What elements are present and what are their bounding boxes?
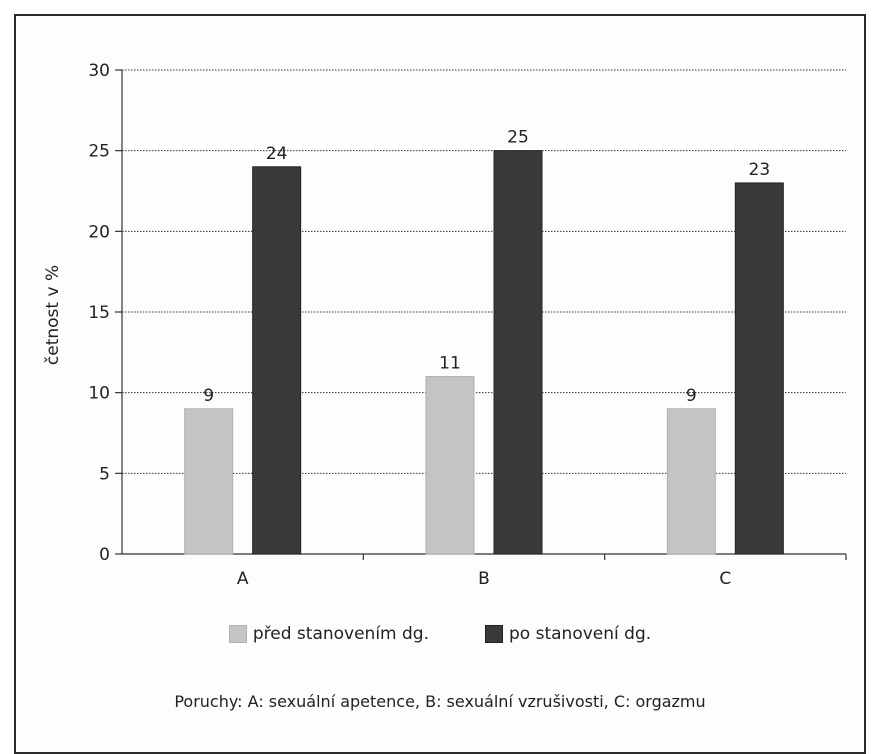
bars: 9 24 11 25 9 23 [184,128,784,555]
data-label-after-B: 25 [507,128,529,148]
data-label-before-C: 9 [686,386,697,406]
y-tick-label: 10 [88,384,110,404]
x-tick-label: A [237,569,249,589]
data-label-before-A: 9 [203,386,214,406]
y-axis: 0 5 10 15 20 25 30 [88,61,123,565]
bar-chart: 0 5 10 15 20 25 30 A B C 9 24 11 25 9 23 četnost v % [43,61,847,589]
legend-item-after: po stanovení dg. [485,624,651,644]
y-tick-label: 15 [88,303,110,323]
legend-swatch-after [485,625,504,643]
bar-after-C [734,182,784,555]
data-label-after-C: 23 [749,160,771,180]
bar-after-B [493,150,543,555]
y-tick-label: 5 [99,464,110,484]
legend-label-after: po stanovení dg. [509,624,652,644]
data-label-after-A: 24 [266,144,288,164]
figure-caption: Poruchy: A: sexuální apetence, B: sexuál… [174,692,706,711]
legend-item-before: před stanovením dg. [228,624,430,644]
x-axis: A B C [122,553,847,589]
bar-after-A [252,166,302,555]
gridlines [122,69,846,474]
y-tick-label: 25 [88,142,110,162]
bar-before-C [666,408,716,555]
x-tick-label: B [478,569,490,589]
legend-label-before: před stanovením dg. [252,624,430,644]
y-tick-label: 20 [88,222,110,242]
x-tick-label: C [719,569,731,589]
bar-before-B [425,376,475,555]
legend: před stanovením dg. po stanovení dg. [0,624,880,644]
bar-before-A [184,408,234,555]
data-label-before-B: 11 [439,354,461,374]
y-tick-label: 0 [99,545,110,565]
y-tick-label: 30 [88,61,110,81]
y-axis-title: četnost v % [43,265,63,365]
legend-swatch-before [228,625,247,643]
